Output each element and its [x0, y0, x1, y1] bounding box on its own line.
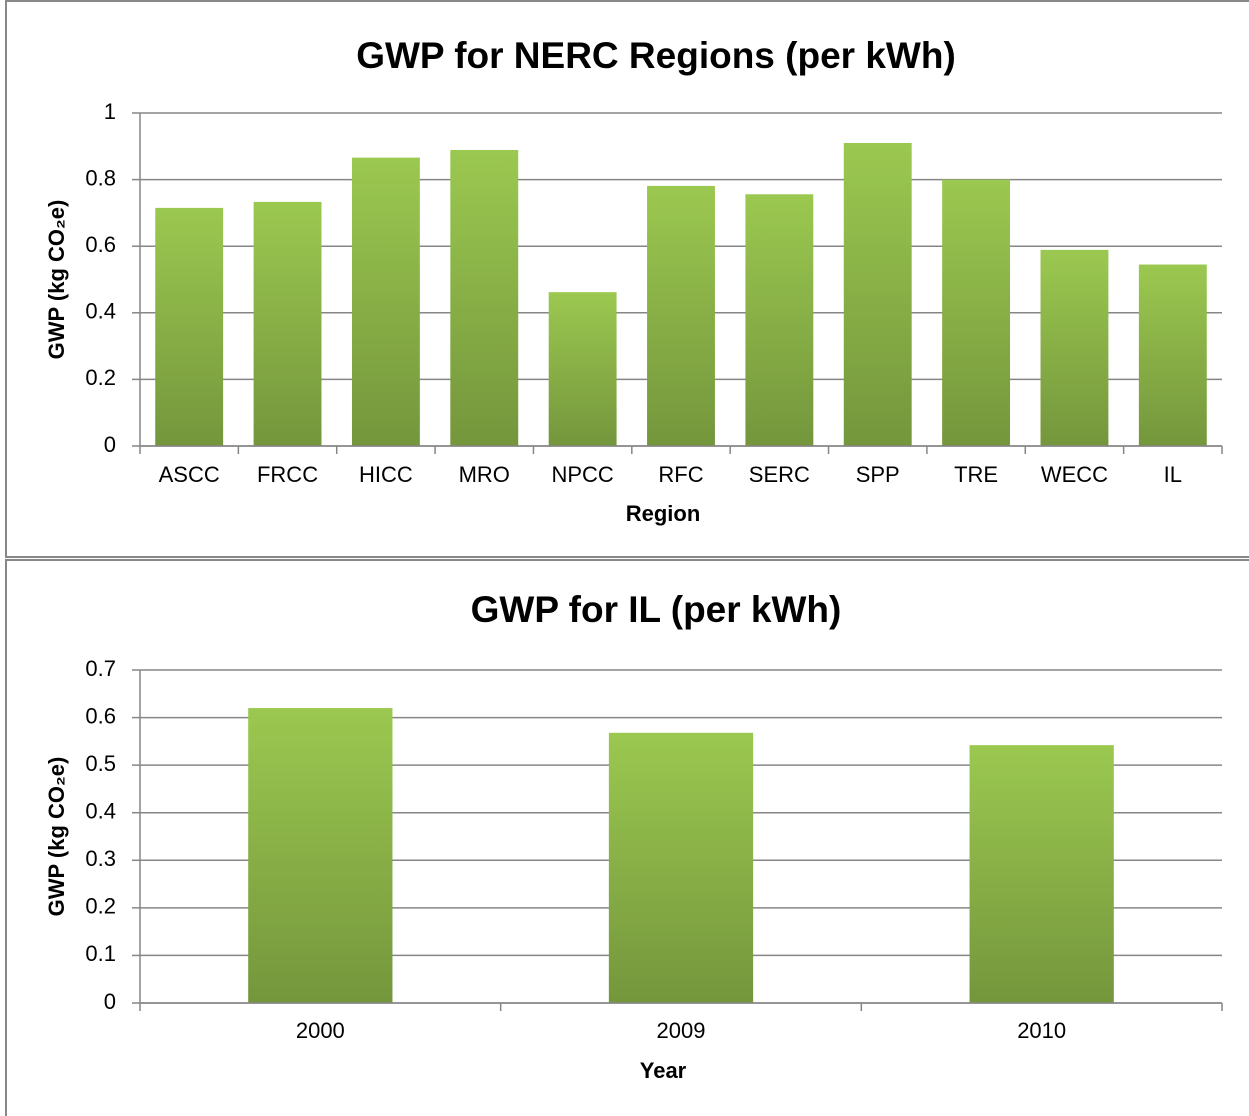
x-tick-label: SPP	[856, 462, 900, 487]
y-tick-label: 0.6	[85, 232, 116, 257]
bar-shade	[1040, 249, 1109, 446]
y-tick-label: 0.3	[85, 846, 116, 871]
x-tick-label: TRE	[954, 462, 998, 487]
x-axis-title: Year	[640, 1058, 687, 1083]
y-tick-label: 0	[104, 432, 116, 457]
x-tick-label: 2010	[1017, 1018, 1066, 1043]
bar-shade	[248, 708, 393, 1003]
x-tick-label: 2000	[296, 1018, 345, 1043]
y-tick-label: 0	[104, 989, 116, 1014]
x-tick-label: SERC	[749, 462, 810, 487]
x-tick-label: IL	[1164, 462, 1182, 487]
y-axis-title: GWP (kg CO₂e)	[44, 757, 69, 917]
x-tick-label: NPCC	[551, 462, 613, 487]
y-tick-label: 1	[104, 99, 116, 124]
x-tick-label: WECC	[1041, 462, 1108, 487]
bar-shade	[647, 185, 715, 446]
chart-frame	[5, 0, 1249, 558]
y-tick-label: 0.2	[85, 894, 116, 919]
bar-shade	[155, 207, 224, 446]
chart-frame	[5, 559, 1249, 1116]
bar-shade	[608, 732, 754, 1003]
y-tick-label: 0.1	[85, 941, 116, 966]
chart-title: GWP for NERC Regions (per kWh)	[356, 35, 956, 76]
x-tick-label: 2009	[657, 1018, 706, 1043]
y-tick-label: 0.6	[85, 703, 116, 728]
bar-shade	[548, 292, 617, 446]
bar-shade	[450, 149, 519, 446]
bar-shade	[351, 157, 420, 446]
bar-shade	[843, 142, 912, 446]
bar-shade	[253, 201, 322, 446]
x-tick-label: FRCC	[257, 462, 318, 487]
y-tick-label: 0.5	[85, 751, 116, 776]
y-tick-label: 0.8	[85, 165, 116, 190]
bar-shade	[1138, 264, 1207, 446]
x-tick-label: ASCC	[159, 462, 220, 487]
x-tick-label: MRO	[459, 462, 510, 487]
y-tick-label: 0.7	[85, 656, 116, 681]
bar-shade	[942, 179, 1011, 446]
bar-shade	[745, 194, 814, 446]
bar-shade	[969, 745, 1114, 1003]
y-tick-label: 0.2	[85, 365, 116, 390]
y-tick-label: 0.4	[85, 799, 116, 824]
x-axis-title: Region	[626, 501, 701, 526]
chart-title: GWP for IL (per kWh)	[471, 589, 842, 630]
y-tick-label: 0.4	[85, 299, 116, 324]
y-axis-title: GWP (kg CO₂e)	[44, 200, 69, 360]
x-tick-label: HICC	[359, 462, 413, 487]
x-tick-label: RFC	[658, 462, 703, 487]
